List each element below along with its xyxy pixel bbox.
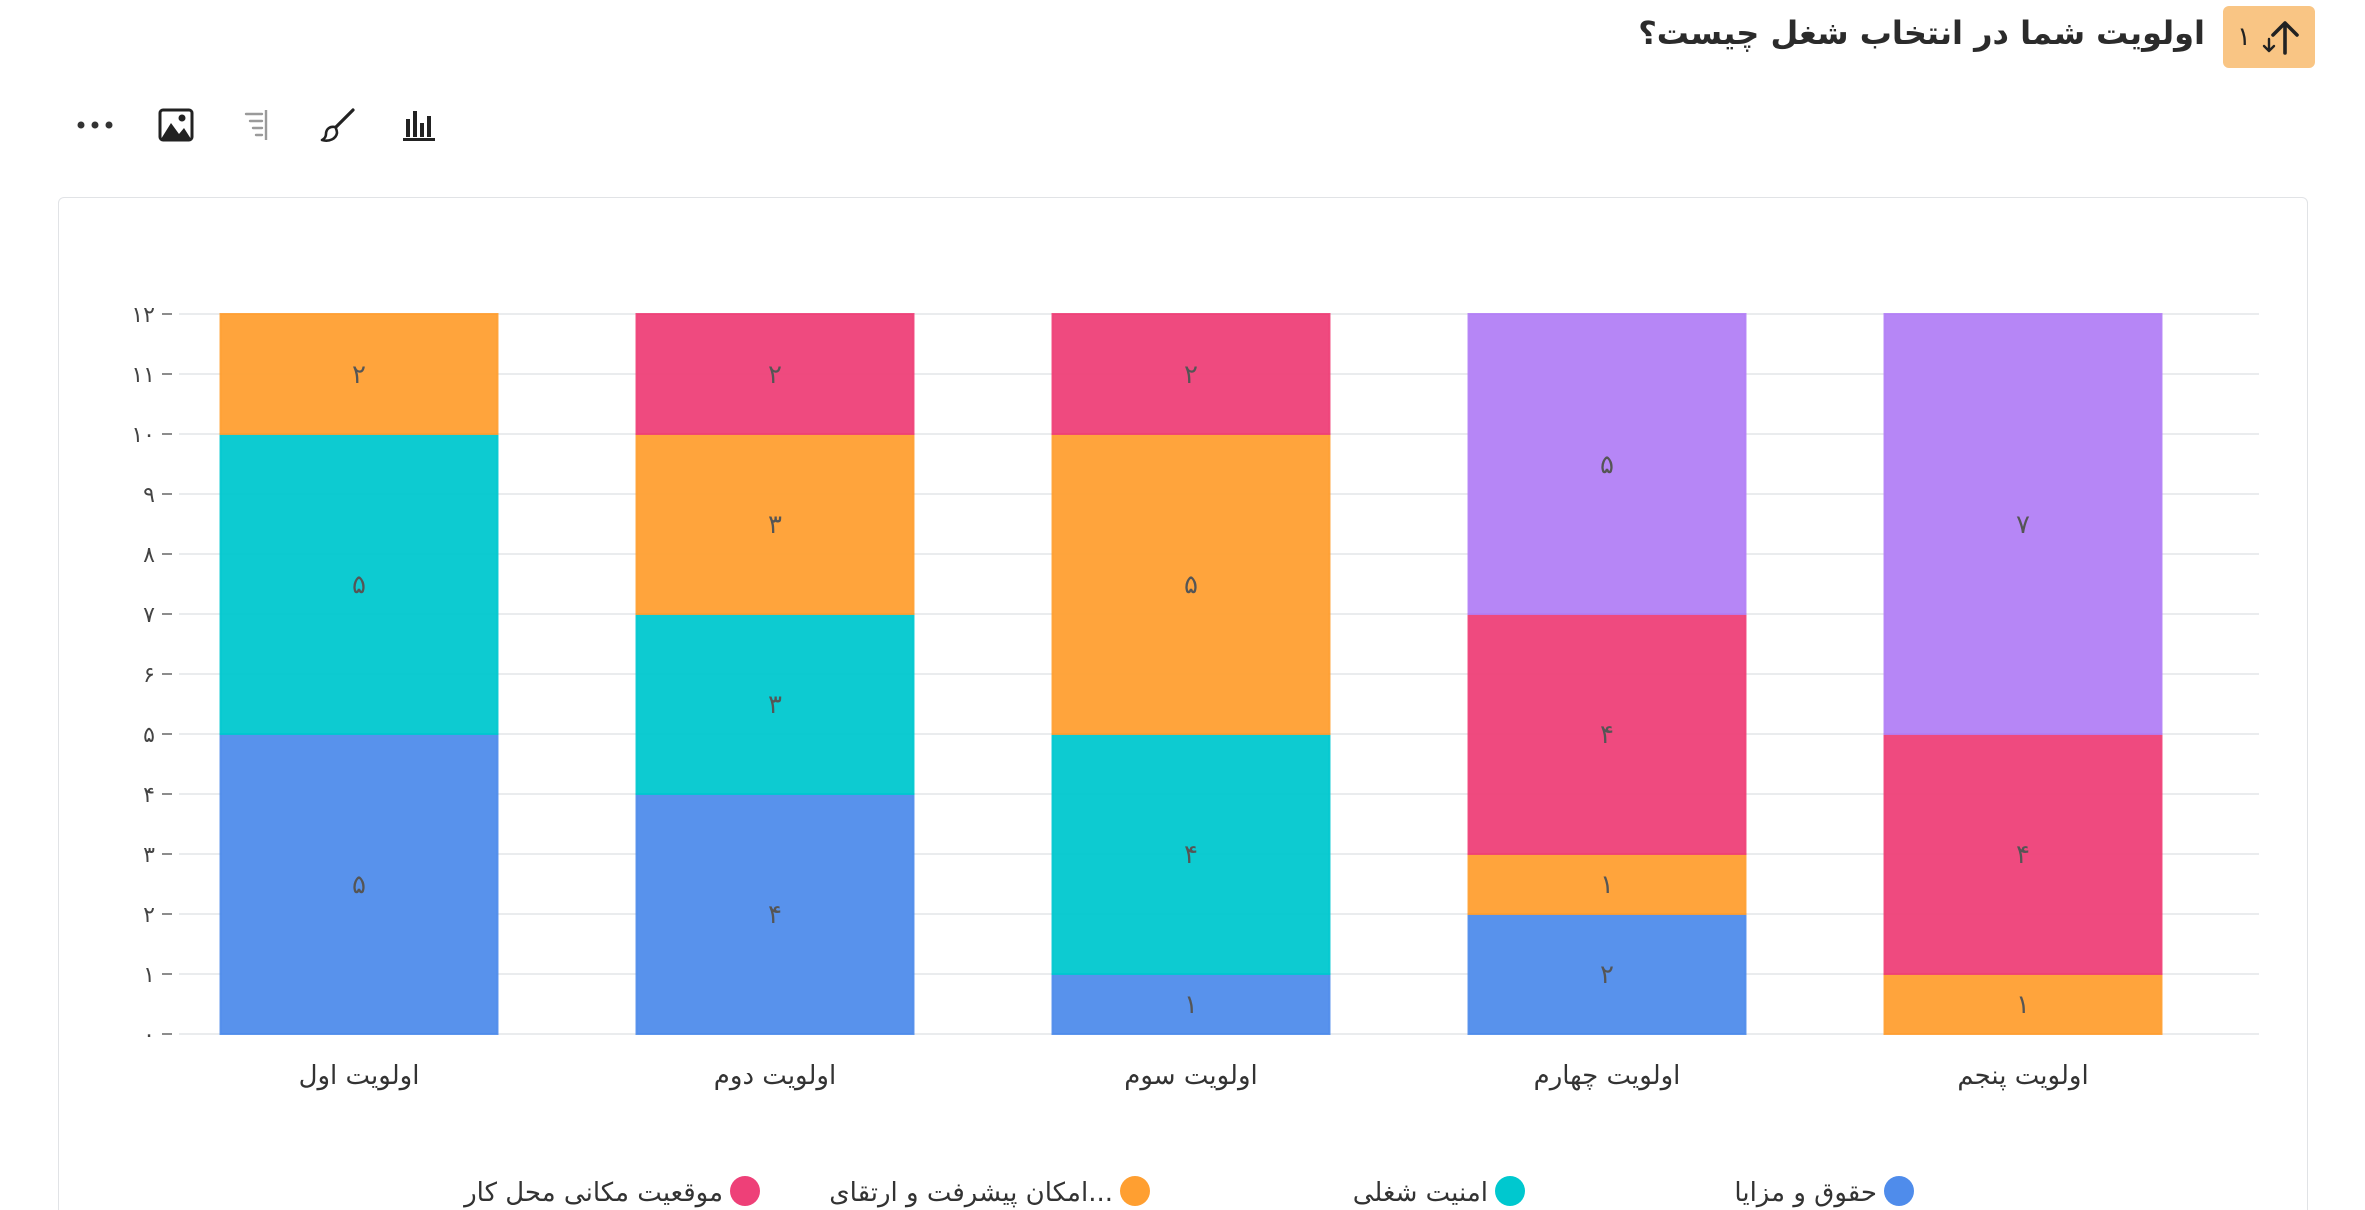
image-icon (158, 108, 194, 142)
bar-segment (1467, 613, 1747, 855)
more-icon (77, 121, 113, 129)
bar-segment (1467, 853, 1747, 915)
bar-segment (219, 433, 499, 735)
bar-segment (635, 433, 915, 615)
bar-segment (1467, 913, 1747, 1035)
bar-segment (1051, 733, 1331, 975)
sort-icon (244, 110, 268, 140)
x-tick-label: اولویت دوم (714, 1061, 836, 1091)
chart-type-button[interactable] (394, 100, 444, 150)
x-tick-label: اولویت سوم (1124, 1061, 1257, 1091)
bar-data-label: ۳ (768, 690, 782, 720)
bar-data-label: ۷ (2016, 510, 2030, 540)
chart-toolbar (70, 100, 475, 150)
legend-swatch (1495, 1176, 1525, 1206)
export-image-button[interactable] (151, 100, 201, 150)
x-tick-label: اولویت چهارم (1534, 1061, 1681, 1091)
y-tick-label: ۴ (143, 783, 155, 808)
x-tick-label: اولویت پنجم (1957, 1061, 2088, 1091)
bar-segment (635, 793, 915, 1035)
y-tick-label: ۱ (143, 963, 155, 988)
y-tick-label: ۷ (143, 603, 155, 628)
legend-swatch (1884, 1176, 1914, 1206)
y-tick-label: ۸ (143, 543, 155, 568)
bar-data-label: ۲ (1184, 360, 1198, 390)
bar-data-label: ۴ (2016, 840, 2030, 870)
question-header: ۱ اولویت شما در انتخاب شغل چیست؟ (0, 0, 2365, 70)
bar-segment (1467, 313, 1747, 615)
y-tick-label: ۶ (143, 663, 155, 688)
bar-segment (635, 313, 915, 435)
bar-segment (219, 313, 499, 435)
legend-label: موقعیت مکانی محل کار (462, 1178, 723, 1208)
sort-arrows-icon (2262, 21, 2299, 55)
bar-segment (635, 613, 915, 795)
y-tick-label: ۹ (143, 483, 155, 508)
y-tick-label: ۲ (143, 903, 155, 928)
paint-brush-icon (320, 108, 355, 142)
y-tick-label: ۱۲ (131, 303, 155, 328)
bar-data-label: ۱ (1600, 870, 1614, 900)
bar-data-label: ۵ (352, 870, 366, 900)
bar-data-label: ۵ (352, 570, 366, 600)
bar-segment (1883, 733, 2163, 975)
bar-data-label: ۲ (768, 360, 782, 390)
style-button[interactable] (313, 100, 363, 150)
legend-label: حقوق و مزایا (1734, 1178, 1877, 1208)
y-tick-label: ۳ (143, 843, 155, 868)
bar-data-label: ۲ (1600, 960, 1614, 990)
question-title: اولویت شما در انتخاب شغل چیست؟ (1638, 14, 2205, 52)
bar-segment (219, 733, 499, 1035)
legend-swatch (1120, 1176, 1150, 1206)
y-tick-label: ۱۱ (131, 363, 155, 388)
bar-segment (1883, 313, 2163, 735)
legend-label: امنیت شغلی (1353, 1178, 1488, 1208)
bar-segment (1051, 313, 1331, 435)
question-number: ۱ (2237, 22, 2251, 52)
sort-button[interactable] (232, 100, 282, 150)
bar-segment (1051, 433, 1331, 735)
y-tick-label: ۰ (143, 1023, 155, 1048)
bar-data-label: ۱ (1184, 990, 1198, 1020)
bar-data-label: ۴ (1600, 720, 1614, 750)
bar-data-label: ۴ (1184, 840, 1198, 870)
bar-chart-icon (403, 111, 435, 141)
y-tick-label: ۱۰ (131, 423, 155, 448)
legend-swatch (730, 1176, 760, 1206)
bar-segment (1883, 973, 2163, 1035)
chart-card: ۰ ۱ ۲ ۳ ۴ ۵ ۶ ۷ ۸ ۹ ۱۰ ۱۱ ۱۲ ۵ ۵ ۲ اولویت اول ۴ ۳ ۳ ۲ اولویت … (58, 197, 2308, 1210)
y-tick-label: ۵ (143, 723, 155, 748)
x-tick-label: اولویت اول (299, 1061, 420, 1091)
question-badge[interactable]: ۱ (2223, 6, 2315, 68)
bar-data-label: ۱ (2016, 990, 2030, 1020)
bar-data-label: ۵ (1600, 450, 1614, 480)
bar-data-label: ۵ (1184, 570, 1198, 600)
bar-data-label: ۴ (768, 900, 782, 930)
legend-label: امکان پیشرفت و ارتقای... (829, 1178, 1113, 1208)
bar-data-label: ۲ (352, 360, 366, 390)
more-options-button[interactable] (70, 100, 120, 150)
bar-data-label: ۳ (768, 510, 782, 540)
